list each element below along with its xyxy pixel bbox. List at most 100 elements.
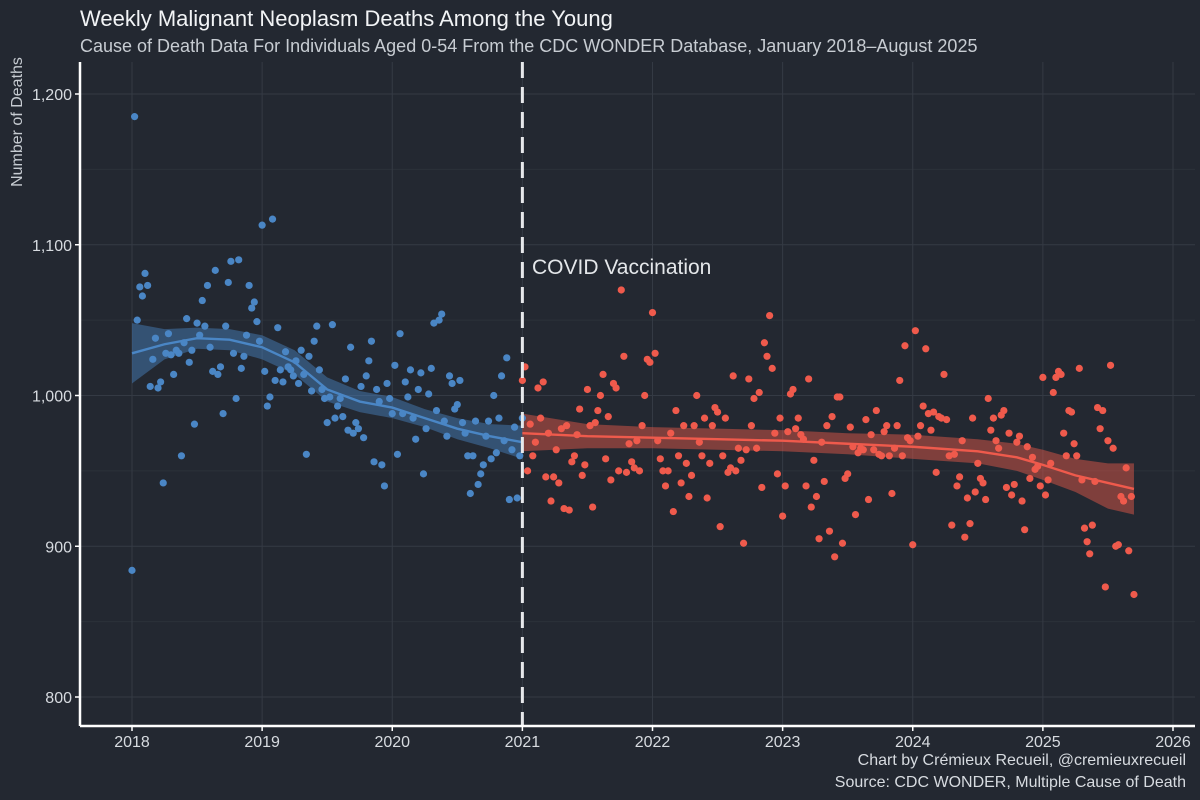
post-data-point (1052, 373, 1060, 382)
post-data-point (1010, 480, 1018, 489)
post-data-point (1008, 491, 1016, 499)
post-data-point (812, 492, 821, 501)
post-data-point (942, 416, 951, 424)
post-data-point (1062, 452, 1070, 460)
pre-data-point (505, 495, 513, 504)
post-data-point (1041, 491, 1050, 499)
post-data-point (1015, 432, 1024, 440)
pre-data-point (274, 324, 282, 332)
post-data-point (706, 459, 714, 467)
post-data-point (635, 467, 644, 475)
post-data-point (961, 533, 969, 541)
post-data-point (760, 339, 769, 347)
pre-data-point (216, 363, 225, 371)
post-data-point (984, 394, 992, 403)
post-data-point (604, 413, 612, 421)
pre-data-point (497, 372, 506, 380)
post-data-point (953, 482, 961, 490)
pre-data-point (339, 413, 347, 421)
post-data-point (602, 455, 610, 463)
pre-data-point (333, 402, 342, 410)
post-data-point (630, 464, 638, 472)
post-data-point (700, 414, 709, 422)
post-data-point (690, 422, 698, 430)
post-data-point (1013, 438, 1021, 446)
pre-data-point (138, 292, 147, 300)
pre-data-point (422, 425, 430, 433)
post-data-point (677, 479, 685, 487)
pre-data-point (237, 364, 245, 372)
post-data-point (784, 428, 792, 436)
pre-data-point (347, 343, 355, 351)
post-data-point (529, 452, 537, 460)
pre-data-point (261, 367, 269, 375)
pre-data-point (388, 409, 396, 418)
pre-data-point (438, 310, 446, 318)
post-data-point (955, 473, 964, 481)
pre-data-point (315, 366, 323, 374)
post-data-point (901, 342, 909, 350)
pre-data-point (435, 316, 443, 324)
post-data-point (1106, 361, 1115, 369)
pre-data-point (516, 452, 524, 460)
post-data-point (867, 431, 875, 439)
post-data-point (974, 459, 982, 467)
post-data-point (870, 446, 878, 454)
post-data-point (1028, 453, 1037, 461)
pre-data-point (157, 378, 165, 386)
pre-data-point (484, 417, 493, 425)
post-data-point (789, 385, 797, 394)
post-data-point (823, 422, 831, 430)
post-data-point (758, 483, 766, 492)
post-data-point (570, 452, 579, 460)
post-data-point (828, 413, 836, 421)
post-data-point (1044, 476, 1052, 484)
post-data-point (911, 327, 919, 335)
pre-data-point (242, 331, 251, 339)
pre-data-point (258, 221, 266, 229)
pre-data-point (229, 349, 238, 357)
post-data-point (872, 406, 880, 415)
grid-lines (80, 62, 1195, 726)
post-data-point (805, 375, 813, 383)
post-data-point (909, 541, 917, 549)
pre-data-point (326, 393, 334, 401)
pre-data-point (445, 372, 454, 380)
post-data-point (807, 503, 815, 511)
pre-data-point (362, 372, 370, 380)
post-data-point (680, 422, 688, 430)
pre-data-point (412, 435, 420, 443)
post-data-point (568, 458, 576, 466)
post-data-point (969, 414, 977, 422)
post-data-point (1080, 524, 1089, 532)
post-data-point (737, 456, 745, 464)
pre-data-point (492, 449, 500, 457)
pre-data-point (448, 379, 456, 388)
pre-data-point (357, 382, 365, 391)
post-trend-line (522, 431, 1135, 491)
post-data-point (1130, 590, 1138, 599)
pre-data-point (253, 318, 261, 326)
pre-data-point (159, 479, 167, 487)
pre-data-point (203, 281, 212, 290)
post-data-point (755, 388, 763, 397)
pre-data-point (289, 372, 297, 380)
x-tick-label: 2023 (765, 734, 801, 751)
pre-data-point (175, 349, 183, 357)
post-data-point (526, 420, 534, 428)
post-data-point (589, 503, 597, 511)
pre-data-point (360, 434, 368, 442)
post-data-point (763, 352, 771, 360)
post-data-point (552, 446, 560, 454)
post-data-point (906, 437, 914, 445)
post-data-point (607, 476, 615, 484)
post-data-point (648, 308, 657, 317)
post-data-point (989, 414, 998, 422)
pre-data-point (401, 378, 409, 386)
post-data-point (687, 471, 696, 479)
post-data-point (1036, 482, 1044, 490)
post-data-point (565, 506, 573, 514)
post-data-point (531, 438, 539, 446)
post-data-point (617, 286, 625, 294)
post-data-point (1067, 408, 1076, 416)
